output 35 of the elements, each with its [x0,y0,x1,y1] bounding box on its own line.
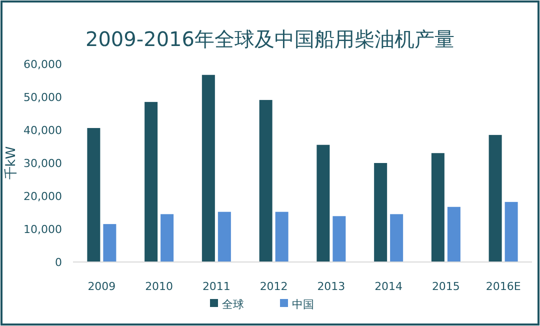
bar [431,153,444,262]
x-tick-label: 2010 [145,280,174,293]
bar [275,212,288,262]
legend-label: 全球 [222,298,244,311]
bar [316,144,330,262]
bar [332,216,346,262]
bar [218,212,231,262]
x-tick-label: 2015 [432,280,460,293]
bar [390,214,404,262]
y-tick-label: 40,000 [24,124,62,137]
x-tick-label: 2013 [317,280,346,293]
y-tick-label: 30,000 [24,157,62,170]
bar [202,74,215,262]
chart-title: 2009-2016年全球及中国船用柴油机产量 [85,27,455,51]
x-tick-label: 2016E [486,280,521,293]
bar [87,128,100,262]
legend-label: 中国 [292,298,314,311]
x-tick-label: 2011 [202,280,230,293]
y-tick-label: 50,000 [24,91,62,104]
y-tick-label: 0 [55,256,62,269]
x-tick-label: 2009 [88,280,116,293]
y-axis-title: 千kW [4,146,19,180]
x-tick-label: 2014 [374,280,403,293]
bar [144,102,158,262]
x-tick-label: 2012 [260,280,288,293]
bar [504,202,518,262]
y-tick-label: 10,000 [24,223,62,236]
y-tick-label: 60,000 [24,58,62,71]
bar [447,206,460,262]
bar [103,224,116,262]
bar [160,214,174,262]
bar [374,163,388,262]
bar [259,100,272,262]
y-tick-label: 20,000 [24,190,62,203]
bar [488,134,502,262]
